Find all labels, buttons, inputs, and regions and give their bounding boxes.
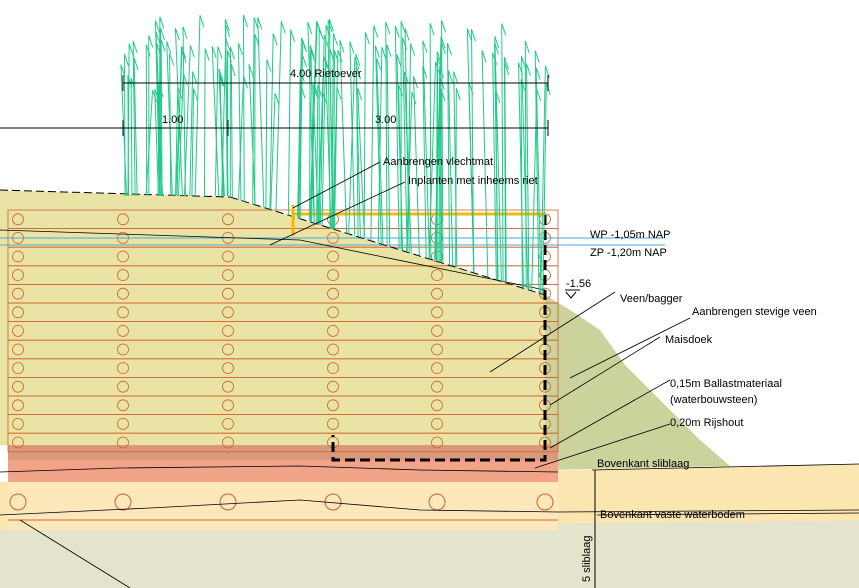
reed xyxy=(183,27,187,196)
reed xyxy=(377,58,383,244)
reed xyxy=(121,65,127,196)
reed xyxy=(255,34,259,204)
dimension-label: 5 sliblaag xyxy=(581,536,593,582)
reed xyxy=(472,29,476,272)
dimension-label: 3.00 xyxy=(375,114,396,126)
reed xyxy=(288,30,294,215)
callout: ZP -1,20m NAP xyxy=(590,247,667,259)
reed xyxy=(195,15,204,196)
reed xyxy=(231,64,235,197)
callout: (waterbouwsteen) xyxy=(670,394,757,406)
callout: 0,20m Rijshout xyxy=(670,417,743,429)
reed xyxy=(387,45,391,247)
dimension-label: 1.00 xyxy=(162,114,183,126)
callout: Inplanten met inheems riet xyxy=(408,175,538,187)
callout: 0,15m Ballastmateriaal xyxy=(670,378,782,390)
reed xyxy=(364,32,369,238)
level-label: -1.56 xyxy=(566,278,591,290)
reed xyxy=(244,15,248,201)
reed xyxy=(403,37,408,251)
reed xyxy=(335,88,341,230)
reed xyxy=(442,20,446,263)
cross-section: 4.00 Rietoever 1.00 3.00 Aanbrengen vlec… xyxy=(0,0,859,588)
callout: Bovenkant sliblaag xyxy=(597,458,689,470)
callout: Veen/bagger xyxy=(620,293,683,305)
callout: Maisdoek xyxy=(665,334,713,346)
callout: Bovenkant vaste waterbodem xyxy=(600,509,745,521)
reed xyxy=(249,64,255,205)
callout: WP -1,05m NAP xyxy=(590,229,671,241)
callout: Aanbrengen stevige veen xyxy=(692,306,817,318)
reed xyxy=(276,21,285,211)
dimension-label: 4.00 Rietoever xyxy=(290,68,362,80)
reed xyxy=(146,45,150,196)
reed xyxy=(532,89,541,290)
callout: Aanbrengen vlechtmat xyxy=(383,156,493,168)
reed xyxy=(371,26,378,241)
reed xyxy=(204,49,209,196)
